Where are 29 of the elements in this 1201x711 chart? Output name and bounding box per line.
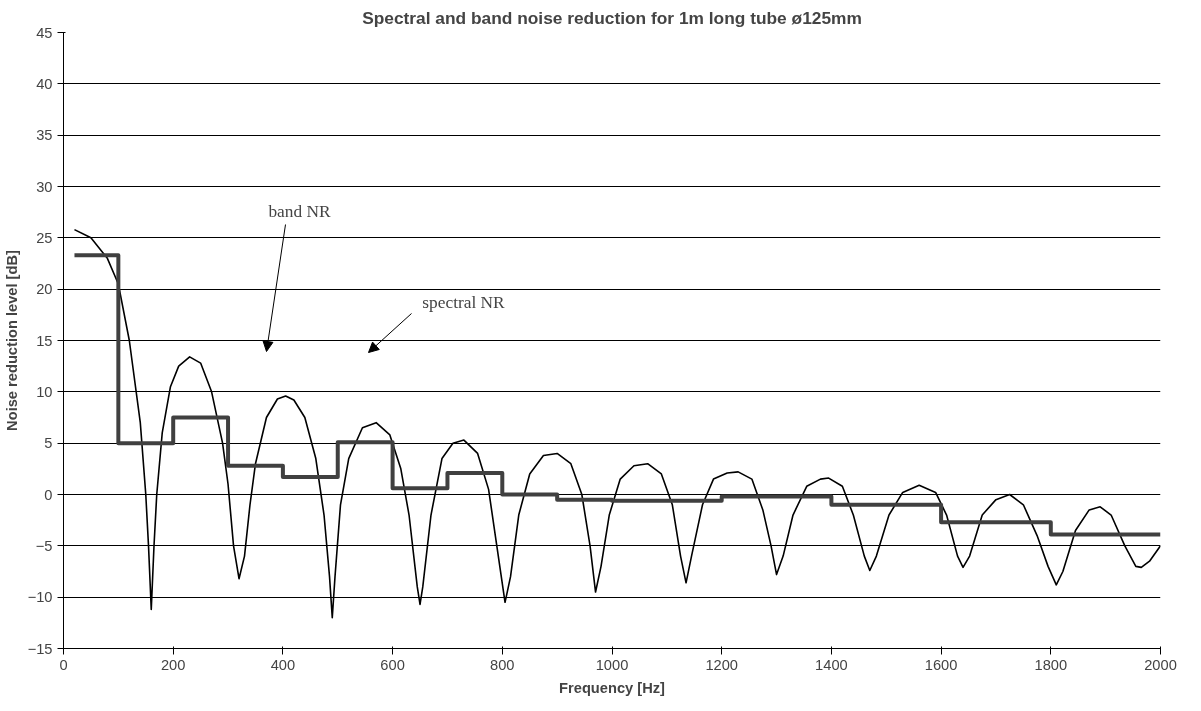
y-tick-label: 35 <box>36 127 53 144</box>
x-tick-label: 1800 <box>1034 656 1068 673</box>
y-tick-label: 40 <box>36 75 53 92</box>
x-tick-label: 1200 <box>705 656 739 673</box>
x-axis-title: Frequency [Hz] <box>559 679 666 696</box>
y-tick-label: −10 <box>27 589 53 606</box>
y-tick-label: 5 <box>44 435 53 452</box>
y-tick-label: −15 <box>27 640 53 657</box>
x-tick-label: 800 <box>490 656 515 673</box>
chart-title: Spectral and band noise reduction for 1m long tube ø125mm <box>362 7 862 28</box>
x-tick-label: 1000 <box>595 656 629 673</box>
y-tick-label: 30 <box>36 178 53 195</box>
x-tick-label: 600 <box>380 656 405 673</box>
x-tick-label: 2000 <box>1144 656 1177 673</box>
x-tick-label: 1600 <box>924 656 958 673</box>
y-tick-label: 10 <box>36 383 53 400</box>
y-tick-label: 25 <box>36 229 53 246</box>
y-tick-label: 15 <box>36 332 53 349</box>
y-tick-label: 0 <box>44 486 53 503</box>
y-tick-label: 20 <box>36 281 53 298</box>
annotation: band NR <box>268 201 331 221</box>
x-tick-label: 400 <box>270 656 296 673</box>
annotation: spectral NR <box>422 292 506 312</box>
y-axis-title: Noise reduction level [dB] <box>3 249 20 431</box>
y-tick-label: 45 <box>36 24 53 41</box>
x-tick-label: 0 <box>59 656 68 673</box>
y-tick-label: −5 <box>35 537 53 554</box>
x-tick-label: 1400 <box>815 656 848 673</box>
x-tick-label: 200 <box>160 656 186 673</box>
